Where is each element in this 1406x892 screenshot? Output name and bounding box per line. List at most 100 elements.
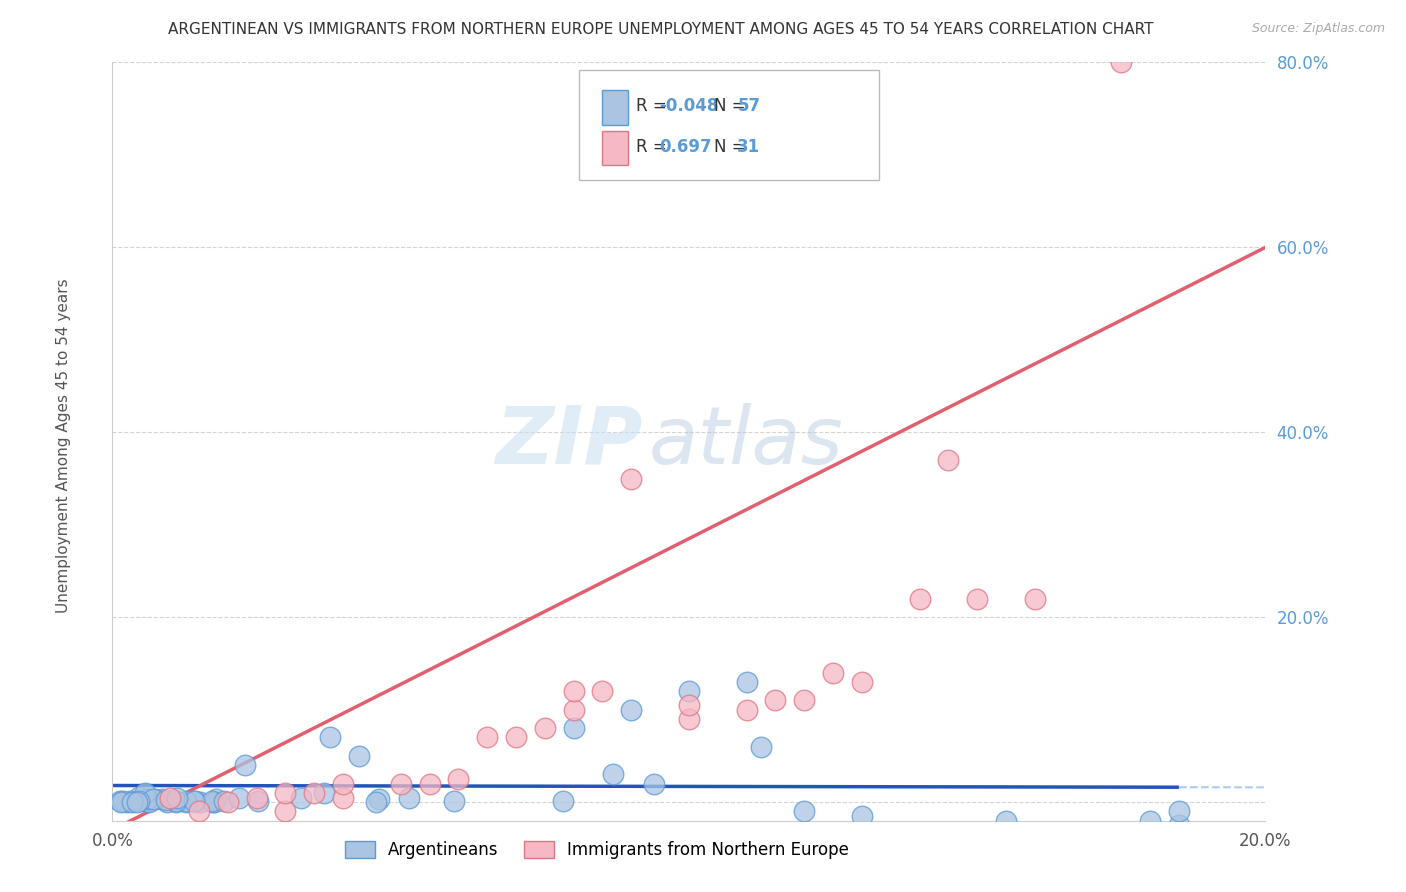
Point (142, 792, 165, 806)
Point (174, 795, 197, 809)
Point (156, 795, 179, 809)
Point (765, 693, 787, 707)
Text: N =: N = (714, 97, 751, 115)
Point (174, 793, 197, 807)
Point (793, 805, 815, 819)
Point (112, 794, 135, 808)
Point (134, 786, 156, 800)
Point (166, 791, 188, 805)
Point (110, 795, 132, 809)
Point (183, 794, 205, 808)
Point (274, 786, 297, 800)
Point (678, 684, 700, 698)
Point (1167, 818, 1189, 832)
Point (620, 703, 643, 717)
Point (274, 805, 297, 819)
Text: 31: 31 (737, 138, 761, 156)
Point (121, 795, 143, 809)
Point (553, 794, 575, 808)
Point (128, 789, 150, 804)
Point (135, 792, 157, 806)
Point (165, 794, 187, 808)
Point (183, 794, 205, 808)
Point (368, 792, 391, 806)
Point (620, 471, 643, 485)
Legend: Argentineans, Immigrants from Northern Europe: Argentineans, Immigrants from Northern E… (337, 834, 855, 865)
Point (155, 792, 177, 806)
Point (398, 791, 420, 805)
Point (150, 792, 173, 806)
Text: Unemployment Among Ages 45 to 54 years: Unemployment Among Ages 45 to 54 years (56, 278, 70, 614)
Point (201, 794, 224, 808)
Point (562, 703, 585, 717)
Text: R =: R = (636, 138, 672, 156)
Text: ARGENTINEAN VS IMMIGRANTS FROM NORTHERN EUROPE UNEMPLOYMENT AMONG AGES 45 TO 54 : ARGENTINEAN VS IMMIGRANTS FROM NORTHERN … (169, 22, 1153, 37)
Point (235, 758, 257, 772)
Point (534, 721, 557, 735)
Point (821, 665, 844, 680)
Point (128, 794, 150, 808)
Point (643, 777, 665, 791)
Point (212, 794, 235, 808)
Text: N =: N = (714, 138, 751, 156)
Point (190, 795, 212, 809)
Point (447, 772, 470, 786)
Point (602, 767, 624, 781)
Point (419, 777, 441, 791)
Point (592, 684, 614, 698)
Point (562, 721, 585, 735)
Point (290, 791, 312, 805)
Point (678, 698, 700, 712)
Point (332, 790, 354, 805)
Point (1167, 805, 1189, 819)
Point (304, 786, 326, 800)
Point (204, 792, 226, 806)
Point (110, 794, 132, 808)
Point (1024, 591, 1046, 606)
Point (134, 794, 156, 808)
Point (966, 591, 988, 606)
Point (364, 795, 387, 809)
Point (995, 814, 1018, 828)
Point (125, 795, 148, 809)
Point (505, 731, 527, 745)
Point (314, 786, 336, 800)
Text: atlas: atlas (648, 402, 844, 481)
Point (749, 739, 772, 754)
Point (851, 809, 873, 823)
Point (202, 795, 225, 809)
Point (475, 731, 499, 745)
Point (217, 795, 239, 809)
Point (332, 777, 354, 791)
Text: -0.048: -0.048 (659, 97, 718, 115)
Point (120, 794, 142, 808)
Point (735, 675, 758, 690)
Point (145, 792, 167, 806)
Point (115, 795, 138, 809)
Point (443, 794, 465, 808)
Point (201, 795, 224, 809)
Point (908, 591, 931, 606)
Point (793, 693, 815, 707)
Point (319, 731, 342, 745)
Point (851, 675, 873, 690)
FancyBboxPatch shape (603, 130, 628, 165)
Text: 57: 57 (737, 97, 761, 115)
Point (349, 748, 371, 763)
Point (1111, 55, 1133, 70)
Point (735, 703, 758, 717)
FancyBboxPatch shape (603, 90, 628, 125)
Point (159, 790, 181, 805)
Point (1139, 814, 1161, 828)
Point (188, 805, 211, 819)
Point (389, 777, 412, 791)
Text: ZIP: ZIP (495, 402, 643, 481)
Point (562, 684, 585, 698)
Point (936, 453, 959, 467)
Point (247, 794, 270, 808)
Point (138, 792, 160, 806)
FancyBboxPatch shape (579, 70, 879, 180)
Point (246, 790, 269, 805)
Point (228, 791, 250, 805)
Point (165, 795, 187, 809)
